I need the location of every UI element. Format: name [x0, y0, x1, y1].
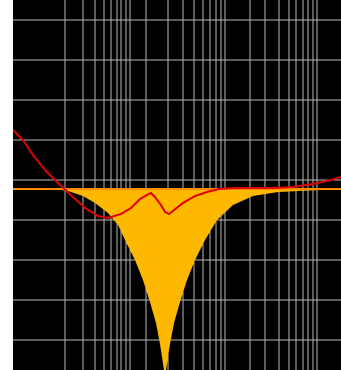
- filter-band[interactable]: [13, 188, 341, 370]
- frequency-response-plot[interactable]: [13, 0, 341, 370]
- response-line: [13, 129, 341, 220]
- response-curve: [13, 129, 341, 220]
- plot-background: [13, 0, 341, 370]
- filter-band-fill[interactable]: [13, 189, 341, 370]
- frequency-response-display[interactable]: [13, 0, 341, 370]
- grid: [13, 0, 341, 370]
